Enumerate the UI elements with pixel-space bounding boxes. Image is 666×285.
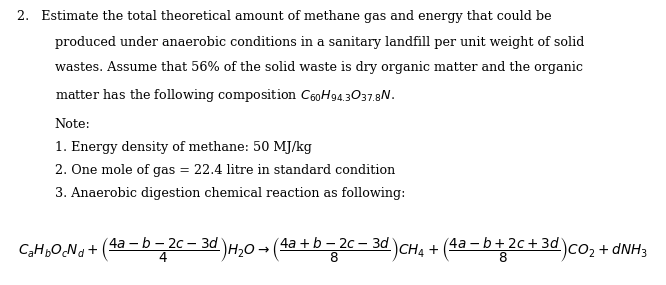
Text: 2.   Estimate the total theoretical amount of methane gas and energy that could : 2. Estimate the total theoretical amount… [17,10,551,23]
Text: produced under anaerobic conditions in a sanitary landfill per unit weight of so: produced under anaerobic conditions in a… [55,36,584,49]
Text: $C_aH_bO_cN_d + \left(\dfrac{4a-b-2c-3d}{4}\right)H_2O \rightarrow \left(\dfrac{: $C_aH_bO_cN_d + \left(\dfrac{4a-b-2c-3d}… [18,236,648,265]
Text: Note:: Note: [55,118,91,131]
Text: 1. Energy density of methane: 50 MJ/kg: 1. Energy density of methane: 50 MJ/kg [55,141,312,154]
Text: matter has the following composition $C_{60}H_{94.3}O_{37.8}N$.: matter has the following composition $C_… [55,87,394,104]
Text: 3. Anaerobic digestion chemical reaction as following:: 3. Anaerobic digestion chemical reaction… [55,187,405,200]
Text: wastes. Assume that 56% of the solid waste is dry organic matter and the organic: wastes. Assume that 56% of the solid was… [55,61,583,74]
Text: 2. One mole of gas = 22.4 litre in standard condition: 2. One mole of gas = 22.4 litre in stand… [55,164,395,177]
